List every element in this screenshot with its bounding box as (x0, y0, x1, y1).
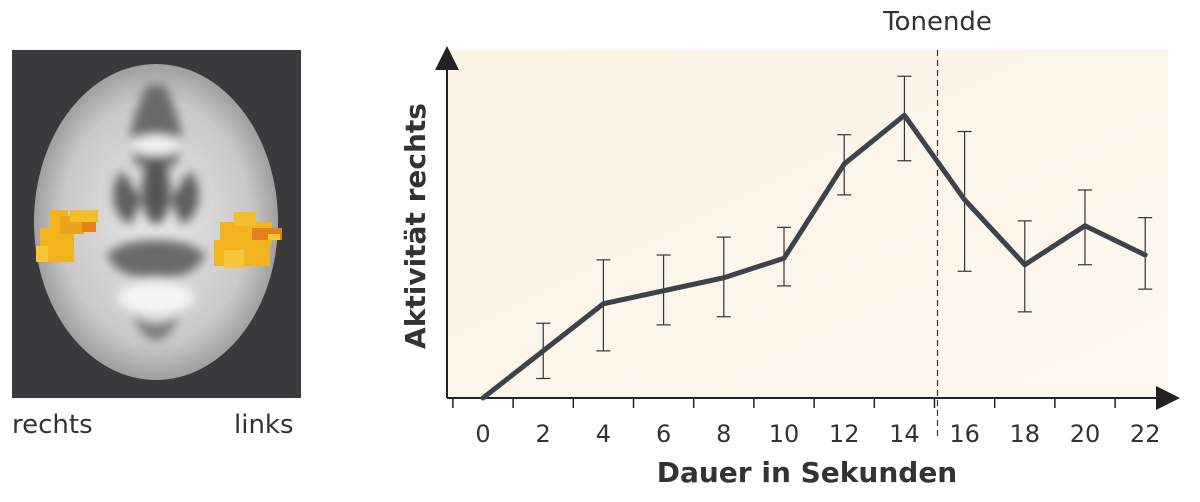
x-axis-title: Dauer in Sekunden (657, 456, 958, 489)
x-tick-label: 0 (475, 420, 490, 448)
tonende-annotation: Tonende (882, 7, 992, 37)
x-tick-label: 6 (656, 420, 671, 448)
x-tick-label: 22 (1130, 420, 1161, 448)
x-tick-label: 16 (949, 420, 980, 448)
activation-left-hemisphere (214, 212, 282, 268)
x-tick-label: 12 (829, 420, 860, 448)
hemisphere-label-right: rechts (12, 410, 93, 440)
activation-right-hemisphere (36, 210, 98, 262)
activity-series-line (480, 112, 1148, 401)
x-tick-label: 8 (716, 420, 731, 448)
x-tick-label: 18 (1010, 420, 1041, 448)
x-tick-label: 2 (536, 420, 551, 448)
brain-structures (107, 85, 205, 340)
x-tick-label: 14 (889, 420, 920, 448)
hemisphere-label-left: links (234, 410, 294, 440)
x-tick-label: 4 (596, 420, 611, 448)
x-tick-label: 10 (769, 420, 800, 448)
brain-scan-image (12, 50, 301, 398)
y-axis-title: Aktivität rechts (399, 103, 432, 349)
x-tick-label: 20 (1070, 420, 1101, 448)
